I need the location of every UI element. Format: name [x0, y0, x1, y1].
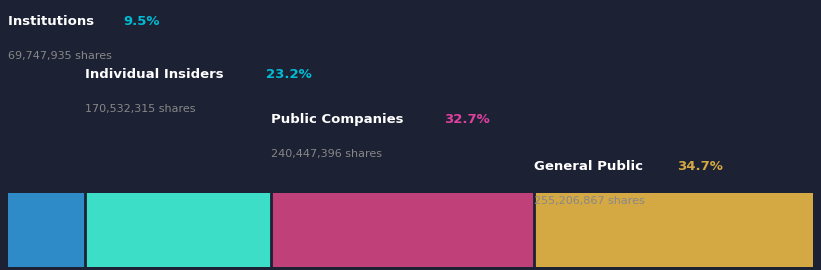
Bar — [534, 193, 813, 267]
Text: 69,747,935 shares: 69,747,935 shares — [8, 50, 112, 61]
Bar — [8, 193, 85, 267]
Text: 170,532,315 shares: 170,532,315 shares — [85, 103, 195, 114]
Text: Institutions: Institutions — [8, 15, 99, 28]
Text: 34.7%: 34.7% — [677, 160, 723, 173]
Bar — [85, 193, 271, 267]
Text: 9.5%: 9.5% — [123, 15, 159, 28]
Text: 32.7%: 32.7% — [444, 113, 490, 126]
Text: 240,447,396 shares: 240,447,396 shares — [271, 148, 382, 158]
Text: Public Companies: Public Companies — [271, 113, 408, 126]
Bar — [271, 193, 534, 267]
Text: General Public: General Public — [534, 160, 648, 173]
Text: Individual Insiders: Individual Insiders — [85, 68, 227, 81]
Text: 23.2%: 23.2% — [266, 68, 311, 81]
Text: 255,206,867 shares: 255,206,867 shares — [534, 196, 644, 206]
